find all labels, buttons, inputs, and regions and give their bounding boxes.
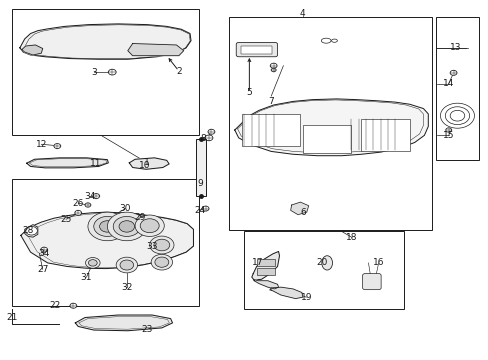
Polygon shape xyxy=(251,251,279,280)
Text: 34: 34 xyxy=(38,249,49,258)
Circle shape xyxy=(440,103,473,128)
Text: 29: 29 xyxy=(134,213,145,222)
Text: 27: 27 xyxy=(37,265,48,274)
Text: 8: 8 xyxy=(200,134,205,143)
Text: 3: 3 xyxy=(91,68,97,77)
Text: 2: 2 xyxy=(176,67,182,76)
Circle shape xyxy=(54,144,61,149)
Polygon shape xyxy=(253,279,278,289)
Circle shape xyxy=(204,135,212,141)
Polygon shape xyxy=(127,44,183,56)
Circle shape xyxy=(271,68,276,72)
Circle shape xyxy=(70,303,77,308)
Text: 6: 6 xyxy=(299,208,305,217)
Text: 4: 4 xyxy=(300,9,305,18)
Bar xyxy=(435,18,478,160)
Text: 7: 7 xyxy=(268,97,274,106)
Circle shape xyxy=(107,212,146,241)
Text: 24: 24 xyxy=(194,206,205,215)
Polygon shape xyxy=(25,225,38,237)
Text: 9: 9 xyxy=(197,179,202,188)
Bar xyxy=(12,179,199,306)
Text: 15: 15 xyxy=(442,131,453,140)
Polygon shape xyxy=(129,158,169,169)
Circle shape xyxy=(108,69,116,75)
Bar xyxy=(256,258,275,266)
Circle shape xyxy=(88,260,97,266)
Text: 32: 32 xyxy=(121,283,132,292)
Text: 14: 14 xyxy=(442,79,453,88)
Circle shape xyxy=(85,257,100,268)
Text: 21: 21 xyxy=(6,313,18,322)
Polygon shape xyxy=(290,202,308,215)
Bar xyxy=(196,139,205,196)
Circle shape xyxy=(100,221,115,232)
Circle shape xyxy=(202,206,208,211)
Text: 23: 23 xyxy=(142,325,153,334)
Circle shape xyxy=(26,226,37,235)
Circle shape xyxy=(119,221,134,232)
Circle shape xyxy=(75,210,81,215)
Bar xyxy=(244,231,403,309)
Circle shape xyxy=(120,260,133,270)
Text: 19: 19 xyxy=(300,293,311,302)
Text: 28: 28 xyxy=(22,225,34,234)
Circle shape xyxy=(113,216,140,237)
Text: 18: 18 xyxy=(345,233,357,242)
Text: 17: 17 xyxy=(252,258,264,267)
Circle shape xyxy=(135,215,164,237)
Circle shape xyxy=(445,128,451,132)
Text: 13: 13 xyxy=(449,43,461,52)
Bar xyxy=(12,9,199,135)
Circle shape xyxy=(449,111,464,121)
Bar xyxy=(361,119,409,152)
Circle shape xyxy=(270,63,277,68)
Text: 22: 22 xyxy=(49,301,61,310)
Bar xyxy=(228,18,431,230)
Text: 31: 31 xyxy=(81,273,92,282)
Circle shape xyxy=(94,216,121,237)
Polygon shape xyxy=(234,99,427,156)
Text: 33: 33 xyxy=(146,242,158,251)
Text: 20: 20 xyxy=(316,258,327,267)
Text: 12: 12 xyxy=(36,140,47,149)
Polygon shape xyxy=(20,24,191,59)
Circle shape xyxy=(149,236,174,254)
Text: 11: 11 xyxy=(89,159,101,168)
Circle shape xyxy=(93,194,100,199)
Bar xyxy=(256,267,275,275)
Polygon shape xyxy=(22,45,42,55)
Polygon shape xyxy=(27,158,108,168)
Text: 10: 10 xyxy=(139,161,150,170)
Text: 34: 34 xyxy=(84,192,96,201)
Ellipse shape xyxy=(321,38,330,43)
Circle shape xyxy=(154,239,169,251)
Circle shape xyxy=(41,247,47,252)
Polygon shape xyxy=(21,212,193,269)
Ellipse shape xyxy=(321,256,332,270)
Text: 26: 26 xyxy=(72,199,84,208)
Bar xyxy=(302,125,351,153)
Bar xyxy=(240,46,272,54)
Text: 1: 1 xyxy=(144,158,150,167)
Circle shape xyxy=(449,70,456,75)
Bar xyxy=(242,114,300,146)
Ellipse shape xyxy=(331,39,337,42)
Polygon shape xyxy=(269,287,302,298)
Polygon shape xyxy=(75,315,172,331)
Circle shape xyxy=(85,203,91,207)
FancyBboxPatch shape xyxy=(236,42,277,57)
Circle shape xyxy=(116,257,137,273)
Circle shape xyxy=(88,212,126,241)
Circle shape xyxy=(151,254,172,270)
Circle shape xyxy=(140,219,159,233)
Circle shape xyxy=(445,107,468,125)
FancyBboxPatch shape xyxy=(362,274,380,290)
Text: 30: 30 xyxy=(120,204,131,213)
Circle shape xyxy=(155,257,168,267)
Circle shape xyxy=(207,129,214,134)
Text: 25: 25 xyxy=(60,215,72,224)
Text: 5: 5 xyxy=(246,88,252,97)
Text: 16: 16 xyxy=(372,258,384,267)
